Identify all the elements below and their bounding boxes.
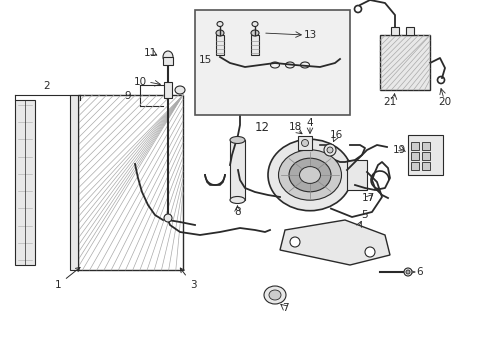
Ellipse shape <box>288 158 330 192</box>
Ellipse shape <box>267 139 351 211</box>
Bar <box>407 135 442 175</box>
Bar <box>405 27 413 35</box>
Bar <box>390 27 398 35</box>
Ellipse shape <box>326 147 332 153</box>
Bar <box>229 140 244 200</box>
Ellipse shape <box>216 30 224 36</box>
Text: 12: 12 <box>254 121 269 134</box>
Bar <box>410 162 418 170</box>
Ellipse shape <box>175 86 184 94</box>
Ellipse shape <box>229 197 244 203</box>
Ellipse shape <box>278 150 341 200</box>
Ellipse shape <box>324 144 335 156</box>
Text: 16: 16 <box>329 130 342 140</box>
Bar <box>421 142 429 150</box>
Ellipse shape <box>268 290 281 300</box>
Bar <box>410 142 418 150</box>
Ellipse shape <box>163 214 172 222</box>
Polygon shape <box>280 220 389 265</box>
Ellipse shape <box>250 30 259 36</box>
Bar <box>163 57 173 65</box>
Bar <box>216 35 224 55</box>
Ellipse shape <box>403 268 411 276</box>
Text: 11: 11 <box>143 48 156 58</box>
Ellipse shape <box>301 140 308 147</box>
Text: 9: 9 <box>124 91 131 101</box>
Bar <box>70 95 78 270</box>
Text: 4: 4 <box>306 118 313 128</box>
Text: 5: 5 <box>361 210 367 220</box>
Text: 20: 20 <box>438 97 450 107</box>
Bar <box>195 10 349 115</box>
Ellipse shape <box>289 237 299 247</box>
Ellipse shape <box>251 22 258 27</box>
Ellipse shape <box>264 286 285 304</box>
Text: 10: 10 <box>133 77 146 87</box>
Bar <box>15 100 35 265</box>
Bar <box>346 160 366 190</box>
Text: 6: 6 <box>416 267 423 277</box>
Ellipse shape <box>223 19 232 29</box>
Bar <box>421 162 429 170</box>
Text: 1: 1 <box>55 267 80 290</box>
Bar <box>297 136 311 150</box>
Text: 21: 21 <box>383 97 396 107</box>
Text: 14: 14 <box>203 17 216 27</box>
Bar <box>379 35 429 90</box>
Text: 19: 19 <box>391 145 405 155</box>
Bar <box>163 82 172 98</box>
Ellipse shape <box>217 22 223 27</box>
Ellipse shape <box>299 167 320 183</box>
Ellipse shape <box>364 247 374 257</box>
Text: 3: 3 <box>180 268 196 290</box>
Bar <box>78 95 183 270</box>
Bar <box>250 35 259 55</box>
Ellipse shape <box>163 51 173 63</box>
Bar <box>421 152 429 160</box>
Bar <box>410 152 418 160</box>
Text: 15: 15 <box>198 55 211 65</box>
Text: 2: 2 <box>43 81 50 91</box>
Text: 13: 13 <box>303 30 316 40</box>
Ellipse shape <box>229 136 244 144</box>
Text: 18: 18 <box>288 122 301 132</box>
Ellipse shape <box>405 270 409 274</box>
Text: 8: 8 <box>234 207 240 217</box>
Text: 7: 7 <box>281 303 288 313</box>
Text: 17: 17 <box>361 193 374 203</box>
